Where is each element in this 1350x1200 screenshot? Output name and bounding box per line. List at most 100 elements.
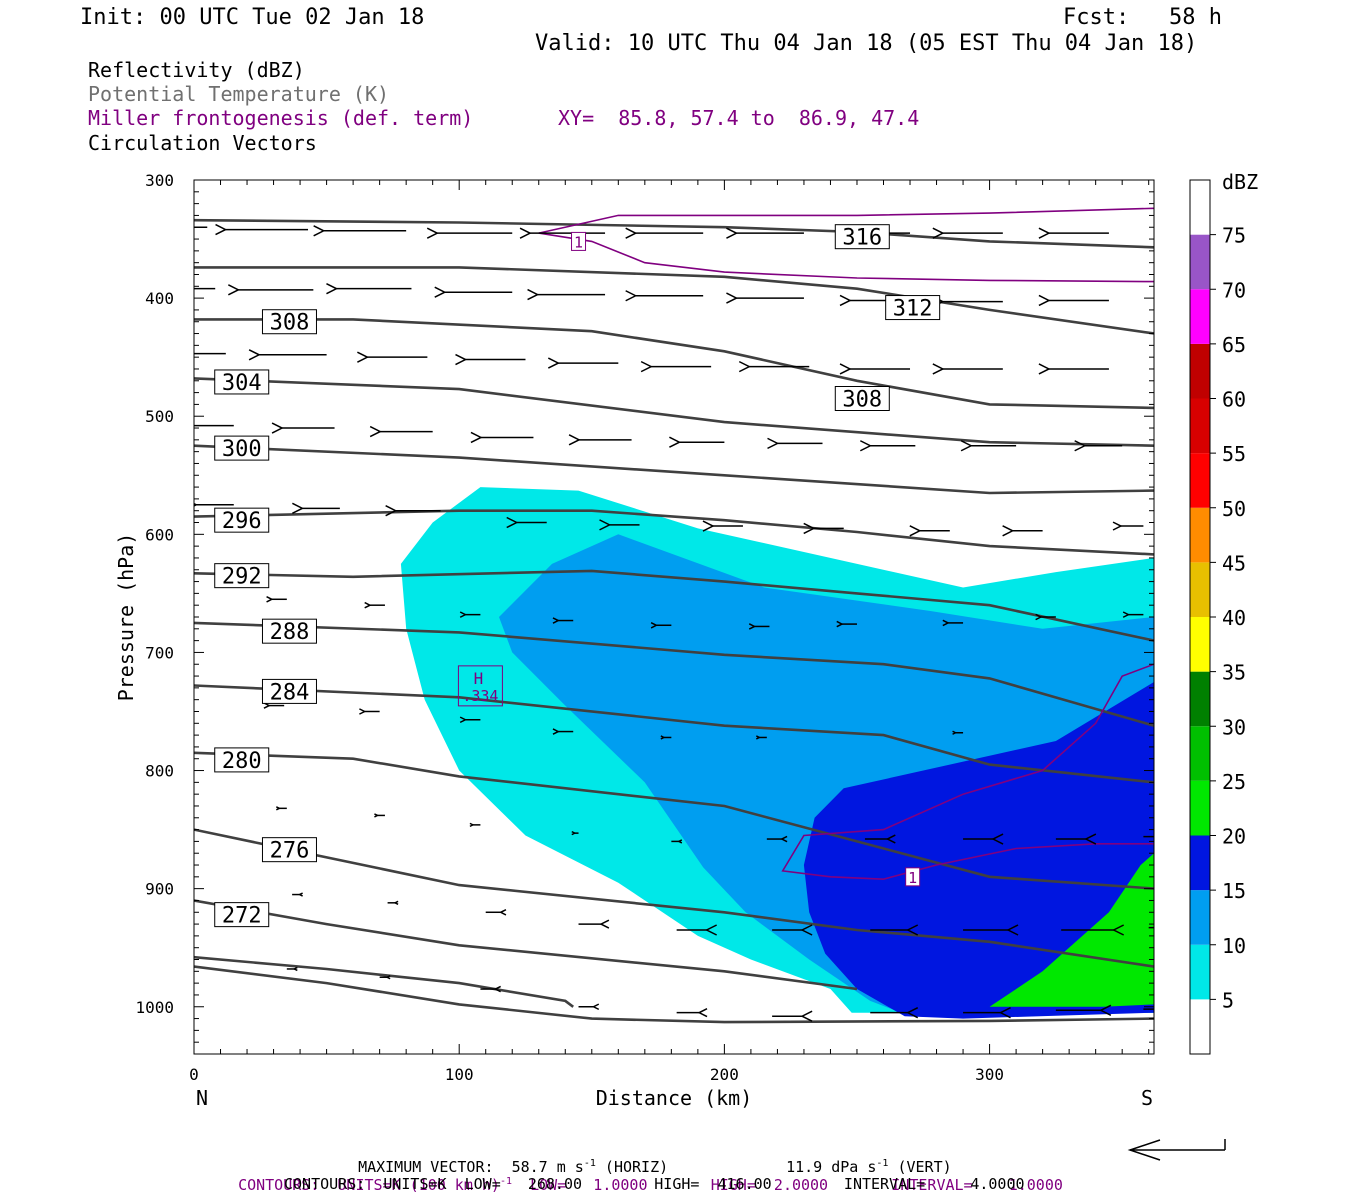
circulation-vector — [506, 516, 547, 529]
colorbar-swatch — [1190, 780, 1210, 836]
footer-max-vector: MAXIMUM VECTOR: 58.7 m s-1 (HORIZ) — [358, 1158, 669, 1176]
vector-head — [547, 357, 560, 369]
vector-head — [1038, 294, 1051, 307]
vector-head — [1099, 1004, 1112, 1016]
circulation-vector — [772, 1010, 813, 1022]
legend-reflectivity: Reflectivity (dBZ) — [88, 58, 305, 82]
circulation-vector — [271, 422, 335, 434]
circulation-vector — [859, 440, 916, 452]
colorbar-swatch — [1190, 398, 1210, 454]
theta-label-296: 296 — [214, 507, 270, 534]
circulation-vector — [676, 1008, 708, 1018]
valid-time: Valid: 10 UTC Thu 04 Jan 18 (05 EST Thu … — [535, 31, 1198, 56]
theta-label-288: 288 — [261, 618, 317, 645]
vector-head — [292, 502, 305, 515]
colorbar-swatch — [1190, 835, 1210, 891]
vector-head — [909, 525, 922, 537]
vector-head — [625, 290, 638, 302]
vector-head — [726, 292, 739, 304]
miller-label-box — [571, 231, 587, 251]
circulation-vector — [379, 975, 391, 980]
vector-head — [506, 516, 519, 529]
circulation-vector — [1035, 613, 1056, 621]
theta-label-text: 296 — [222, 509, 262, 534]
vector-head — [459, 716, 468, 724]
vector-head — [271, 422, 284, 434]
colorbar-swatch — [1190, 289, 1210, 344]
vector-head — [469, 822, 475, 828]
y-tick-label: 700 — [145, 643, 174, 662]
vector-head — [748, 623, 757, 630]
theta-label-box — [885, 295, 941, 321]
circulation-vector — [932, 227, 1003, 239]
vector-head — [1038, 363, 1051, 375]
reflectivity-20dbz-area — [989, 853, 1154, 1007]
circulation-vector — [194, 287, 216, 290]
vector-head — [568, 434, 581, 446]
vector-head — [357, 351, 370, 363]
x-tick-label: 300 — [975, 1065, 1004, 1084]
vector-head — [248, 349, 261, 361]
vector-head — [839, 363, 852, 375]
circulation-vector — [248, 349, 327, 361]
colorbar-label: 10 — [1222, 934, 1246, 958]
north-label: N — [196, 1086, 208, 1110]
theta-label-box — [261, 837, 317, 863]
circulation-vector — [738, 360, 810, 373]
vector-head — [650, 621, 659, 629]
vector-head — [906, 924, 919, 936]
vector-head — [839, 294, 852, 307]
axes: 300 400 500 600 700 800 900 1000 0 100 200 300 — [135, 171, 1154, 1084]
circulation-vector — [772, 924, 813, 936]
vector-head — [552, 728, 560, 735]
colorbar-swatch — [1190, 180, 1210, 235]
colorbar-label: 50 — [1222, 497, 1246, 521]
vector-head — [836, 620, 844, 628]
vector-head — [1074, 440, 1087, 452]
footer-theta-contours: CONTOURS: UNITS=K LOW= 268.00 HIGH= 416.… — [284, 1175, 1025, 1193]
footer-miller-contours: CONTOURS: UNITS=K (100 km h)-1 LOW= 1.00… — [238, 1176, 1063, 1194]
colorbar-swatch — [1190, 343, 1210, 399]
miller-label-text: 1 — [574, 233, 583, 251]
vector-head — [493, 985, 501, 993]
extremum-value: .334 — [462, 687, 498, 705]
theta-label-box — [261, 618, 317, 644]
circulation-vector — [1002, 525, 1043, 537]
legend-theta: Potential Temperature (K) — [88, 82, 390, 106]
circulation-vector — [374, 813, 385, 818]
circulation-vector — [1112, 521, 1144, 531]
circulation-vector — [1143, 1008, 1154, 1010]
vector-head — [194, 502, 198, 507]
theta-label-312: 312 — [885, 295, 941, 322]
vector-head — [519, 227, 532, 239]
theta-label-284: 284 — [261, 678, 317, 705]
circulation-vector — [1038, 227, 1109, 239]
vector-head — [767, 437, 780, 450]
x-tick-label: 200 — [710, 1065, 739, 1084]
circulation-vector — [568, 434, 632, 446]
circulation-vector — [519, 227, 606, 239]
circulation-vector — [326, 282, 412, 295]
circulation-vector — [455, 353, 526, 366]
vector-head — [228, 284, 241, 296]
colorbar-unit: dBZ — [1222, 170, 1258, 194]
vector-head — [1112, 521, 1123, 531]
circulation-vector — [480, 985, 501, 993]
vector-head — [738, 360, 751, 373]
miller-contour-1 — [538, 207, 1154, 234]
theta-label-308: 308 — [834, 386, 890, 413]
circulation-vector — [870, 1006, 919, 1019]
vector-head — [215, 223, 228, 236]
theta-label-text: 316 — [842, 226, 882, 251]
circulation-vector — [1055, 833, 1097, 845]
theta-line-284 — [194, 684, 1154, 784]
circulation-vector — [671, 839, 683, 844]
theta-label-text: 284 — [270, 680, 310, 705]
theta-label-text: 300 — [222, 437, 262, 462]
circulation-vector — [1143, 835, 1154, 838]
circulation-vector — [836, 620, 857, 628]
circulation-vector — [839, 363, 911, 375]
circulation-vector — [766, 835, 788, 843]
theta-label-box — [214, 369, 270, 395]
circulation-vector — [676, 924, 717, 936]
